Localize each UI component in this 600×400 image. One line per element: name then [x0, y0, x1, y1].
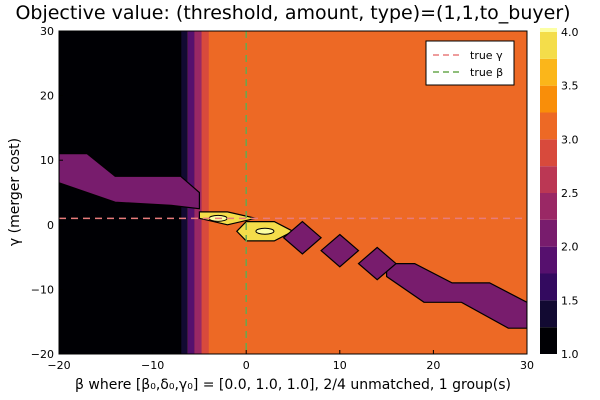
- colorbar-tick-label: 1.0: [561, 348, 579, 361]
- colorbar-segment: [540, 273, 557, 301]
- legend: true γ true β: [425, 40, 515, 86]
- diamond-6: [282, 220, 323, 255]
- colorbar-segment: [540, 246, 557, 274]
- colorbar-tick-label: 2.5: [561, 187, 579, 200]
- colorbar-tick-label: 3.5: [561, 80, 579, 93]
- y-tick-label: −20: [31, 348, 54, 361]
- colorbar-segment: [540, 193, 557, 220]
- diamond-14: [357, 246, 397, 281]
- colorbar-segment: [540, 58, 557, 86]
- colorbar-tick-label: 2.0: [561, 241, 579, 254]
- colorbar: 1.0 1.5 2.0 2.5 3.0 3.5 4.0: [540, 26, 579, 361]
- y-tick-label: 30: [40, 25, 54, 38]
- legend-box: [425, 40, 515, 86]
- legend-entry: true β: [470, 66, 503, 79]
- colorbar-segment: [540, 112, 557, 140]
- purple-band-right: [386, 263, 527, 329]
- colorbar-segment: [540, 32, 557, 59]
- x-tick-label: 0: [243, 359, 250, 372]
- colorbar-segment: [540, 139, 557, 167]
- chart-title: Objective value: (threshold, amount, typ…: [15, 2, 570, 24]
- legend-entry: true γ: [470, 49, 503, 62]
- x-tick-label: −10: [141, 359, 164, 372]
- colorbar-segment: [540, 166, 557, 193]
- y-tick-label: 0: [47, 219, 54, 232]
- purple-band-left: [59, 153, 200, 210]
- colorbar-tick-label: 4.0: [561, 26, 579, 39]
- plot-frame: [58, 30, 528, 355]
- y-tick-label: 20: [40, 90, 54, 103]
- y-axis: −20 −10 0 10 20 30: [31, 25, 63, 361]
- colorbar-segment: [540, 85, 557, 113]
- colorbar-segment: [540, 300, 557, 328]
- colorbar-segment: [540, 28, 557, 32]
- colorbar-segment: [540, 219, 557, 247]
- reference-lines: [59, 31, 527, 354]
- x-tick-label: 20: [426, 359, 440, 372]
- colorbar-tick-label: 3.0: [561, 133, 579, 146]
- x-tick-label: 10: [333, 359, 347, 372]
- y-tick-label: −10: [31, 283, 54, 296]
- x-axis: −20 −10 0 10 20 30: [47, 350, 534, 372]
- colorbar-segment: [540, 327, 557, 354]
- colorbar-tick-label: 1.5: [561, 294, 579, 307]
- y-tick-label: 10: [40, 154, 54, 167]
- x-axis-label: β where [β₀,δ₀,γ₀] = [0.0, 1.0, 1.0], 2/…: [75, 377, 511, 393]
- diamond-10: [320, 233, 360, 268]
- x-tick-label: 30: [520, 359, 534, 372]
- transition-band: [201, 31, 209, 354]
- x-tick-label: −20: [47, 359, 70, 372]
- peak-core: [255, 227, 275, 235]
- y-axis-label: γ (merger cost): [7, 138, 23, 246]
